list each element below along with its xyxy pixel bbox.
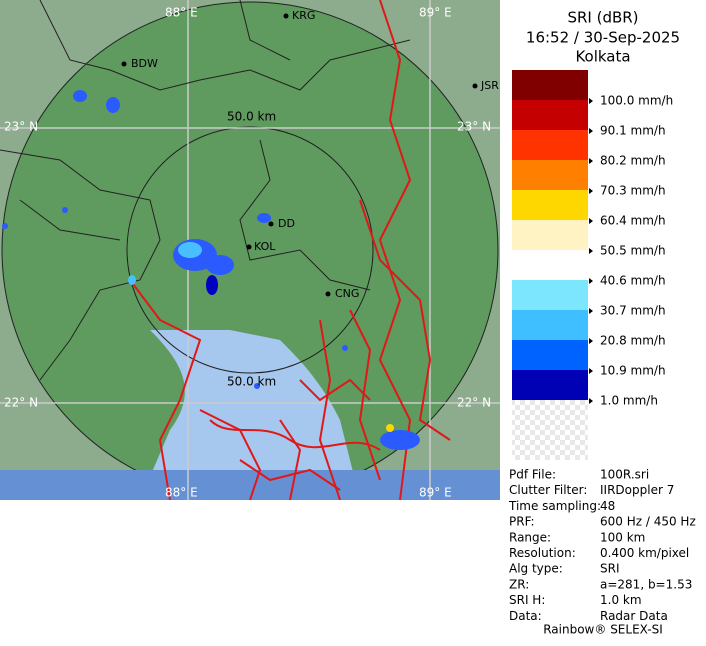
legend-swatch	[512, 190, 588, 220]
estuary	[140, 330, 360, 500]
info-key: Pdf File:	[509, 468, 556, 482]
info-value: 48	[600, 499, 615, 513]
legend-time: 16:52 / 30-Sep-2025	[526, 29, 680, 47]
legend-label: 60.4 mm/h	[600, 214, 666, 228]
legend-label: 100.0 mm/h	[600, 94, 673, 108]
info-value: 100R.sri	[600, 468, 649, 482]
place-label: DD	[278, 217, 295, 230]
legend-swatch	[512, 160, 588, 190]
legend-swatch	[512, 250, 588, 280]
borders	[0, 0, 411, 381]
footer: Rainbow® SELEX-SI	[543, 623, 663, 637]
legend-swatch	[512, 100, 588, 130]
legend-label: 40.6 mm/h	[600, 274, 666, 288]
legend-label: 90.1 mm/h	[600, 124, 666, 138]
grid-label: 23° N	[4, 120, 38, 134]
range-label: 50.0 km	[227, 375, 276, 389]
info-key: Time sampling:	[508, 499, 601, 513]
legend-tick	[589, 98, 593, 104]
legend-label: 80.2 mm/h	[600, 154, 666, 168]
info-key: SRI H:	[509, 593, 545, 607]
grid-label: 23° N	[457, 120, 491, 134]
legend-site: Kolkata	[575, 48, 630, 66]
legend-label: 10.9 mm/h	[600, 364, 666, 378]
info-value: 1.0 km	[600, 593, 642, 607]
legend-swatch	[512, 220, 588, 250]
legend-tick	[589, 368, 593, 374]
legend-swatch	[512, 370, 588, 400]
radar-echoes	[2, 90, 420, 450]
info-value: 0.400 km/pixel	[600, 546, 689, 560]
sea	[0, 470, 500, 500]
legend-tick	[589, 158, 593, 164]
grid-label: 88° E	[165, 486, 198, 500]
legend-label: 50.5 mm/h	[600, 244, 666, 258]
legend-label: 20.8 mm/h	[600, 334, 666, 348]
info-key: Range:	[509, 530, 551, 544]
info-key: Resolution:	[509, 546, 576, 560]
legend-swatch	[512, 130, 588, 160]
legend-label: 70.3 mm/h	[600, 184, 666, 198]
info-key: Alg type:	[509, 562, 563, 576]
grid-label: 22° N	[457, 396, 491, 410]
grid-label: 89° E	[419, 486, 452, 500]
legend-tick	[589, 188, 593, 194]
info-value: a=281, b=1.53	[600, 577, 692, 591]
info-value: 100 km	[600, 530, 645, 544]
info-value: IIRDoppler 7	[600, 483, 674, 497]
place-label: KOL	[254, 240, 276, 253]
legend-tick	[589, 278, 593, 284]
legend-tick	[589, 338, 593, 344]
legend-swatch	[512, 340, 588, 370]
legend-tick	[589, 248, 593, 254]
legend-tick	[589, 128, 593, 134]
legend-swatch	[512, 310, 588, 340]
info-value: Radar Data	[600, 609, 668, 623]
legend-tick	[589, 398, 593, 404]
place-label: CNG	[335, 287, 359, 300]
grid-label: 22° N	[4, 396, 38, 410]
info-key: Clutter Filter:	[509, 483, 587, 497]
grid-label: 89° E	[419, 6, 452, 20]
info-key: Data:	[509, 609, 542, 623]
rivers	[129, 0, 451, 500]
legend-tick	[589, 218, 593, 224]
place-label: KRG	[292, 9, 315, 22]
legend-label: 30.7 mm/h	[600, 304, 666, 318]
info-value: 600 Hz / 450 Hz	[600, 515, 696, 529]
info-key: ZR:	[509, 577, 529, 591]
legend-nodata	[512, 400, 588, 460]
place-dots	[121, 13, 478, 297]
place-label: BDW	[131, 57, 158, 70]
legend-swatch	[512, 280, 588, 310]
legend-swatch	[512, 70, 588, 100]
grid-label: 88° E	[165, 6, 198, 20]
info-key: PRF:	[509, 515, 535, 529]
range-ring-inner	[126, 126, 374, 374]
legend-tick	[589, 308, 593, 314]
info-value: SRI	[600, 562, 620, 576]
legend-title: SRI (dBR)	[567, 9, 638, 27]
range-label: 50.0 km	[227, 110, 276, 124]
legend-label: 1.0 mm/h	[600, 394, 658, 408]
place-label: JSR	[480, 79, 499, 92]
map: 88° E 89° E 23° N 23° N 22° N 22° N 88° …	[0, 0, 500, 500]
